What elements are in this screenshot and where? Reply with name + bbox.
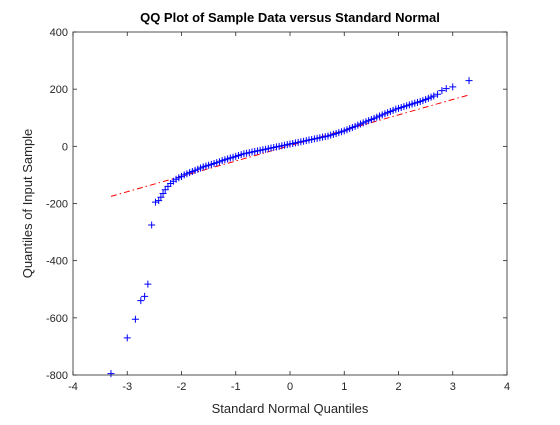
y-tick-label: 400 <box>50 27 68 39</box>
data-point <box>157 193 165 201</box>
data-point <box>137 297 145 305</box>
y-axis-label: Quantiles of Input Sample <box>20 129 35 279</box>
x-tick-label: 0 <box>287 381 293 393</box>
x-tick-label: -2 <box>177 381 187 393</box>
data-point <box>434 90 442 98</box>
data-point <box>144 280 152 288</box>
data-point <box>465 77 473 85</box>
data-points-layer <box>107 77 473 378</box>
data-point <box>442 85 450 93</box>
y-tick-label: -800 <box>46 370 68 382</box>
x-tick-label: -3 <box>122 381 132 393</box>
x-tick-label: 2 <box>395 381 401 393</box>
data-point <box>148 221 156 229</box>
data-point <box>159 189 167 197</box>
y-tick-label: 0 <box>62 141 68 153</box>
data-point <box>141 292 149 300</box>
x-tick-label: -1 <box>231 381 241 393</box>
x-axis-label: Standard Normal Quantiles <box>212 401 369 416</box>
axes-layer: -4 -3 -2 -1 0 1 2 3 4 -800 -600 -400 -200 0 200 400 <box>46 27 510 393</box>
chart-title: QQ Plot of Sample Data versus Standard N… <box>140 10 440 25</box>
y-tick-label: -200 <box>46 199 68 211</box>
plot-area-background <box>73 32 507 375</box>
y-tick-label: 200 <box>50 84 68 96</box>
data-point <box>123 334 131 342</box>
x-tick-label: -4 <box>68 381 78 393</box>
data-point <box>449 83 457 91</box>
data-point <box>107 370 115 378</box>
x-tick-label: 1 <box>341 381 347 393</box>
y-tick-label: -600 <box>46 313 68 325</box>
data-point <box>151 198 159 206</box>
data-point <box>131 315 139 323</box>
x-tick-label: 3 <box>450 381 456 393</box>
y-tick-label: -400 <box>46 256 68 268</box>
data-point <box>438 87 446 95</box>
x-tick-label: 4 <box>504 381 510 393</box>
data-point <box>430 92 438 100</box>
